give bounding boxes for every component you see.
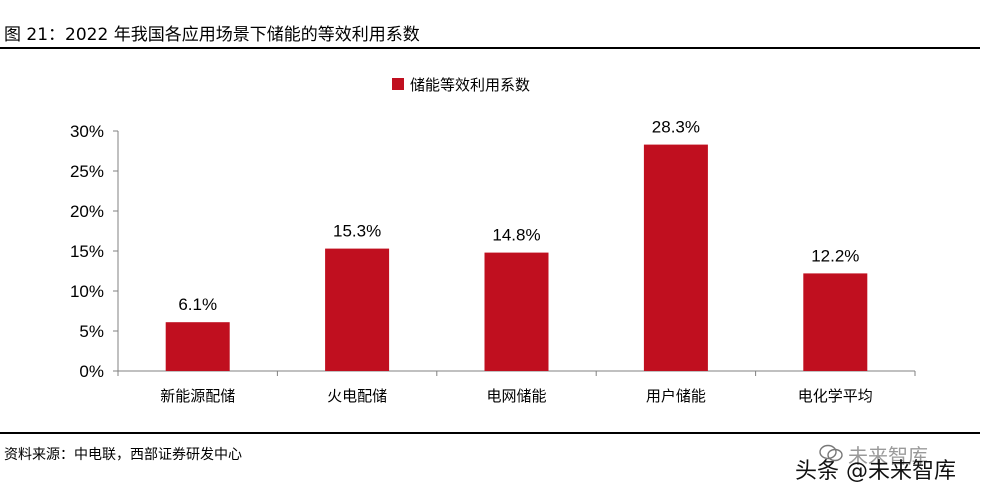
bars [165,144,868,371]
wechat-logo-icon [819,444,843,462]
data-label: 12.2% [811,246,859,265]
x-axis [117,370,916,376]
source-note: 资料来源：中电联，西部证券研发中心 [4,447,242,463]
category-label: 电化学平均 [798,387,873,405]
y-tick-label: 0% [79,362,104,381]
data-label: 6.1% [178,295,217,314]
bar [803,273,868,371]
category-label: 火电配储 [327,387,387,405]
bottom-rule [0,432,980,434]
data-labels: 6.1% 15.3% 14.8% 28.3% 12.2% [178,118,859,315]
y-tick-label: 15% [70,242,104,261]
legend-swatch [392,78,404,90]
y-tick-label: 30% [70,122,104,141]
data-label: 14.8% [492,226,540,245]
bar-chart: 储能等效利用系数 0% 5% 10% 15% 20% 25% 30% 6.1% 15.3% 14… [70,76,916,405]
data-label: 15.3% [333,222,381,241]
bar [484,252,549,371]
category-label: 电网储能 [486,387,546,405]
bar [325,248,390,371]
category-label: 新能源配储 [160,387,235,405]
figure-title: 图 21：2022 年我国各应用场景下储能的等效利用系数 [4,25,420,45]
y-tick-label: 10% [70,282,104,301]
y-tick-label: 5% [79,322,104,341]
legend: 储能等效利用系数 [392,76,530,94]
y-tick-label: 20% [70,202,104,221]
legend-label: 储能等效利用系数 [410,76,530,94]
data-label: 28.3% [652,118,700,137]
bar [165,322,230,371]
watermark-text: 头条 @未来智库 [795,459,956,484]
category-label: 用户储能 [646,387,706,405]
category-labels: 新能源配储 火电配储 电网储能 用户储能 电化学平均 [160,387,873,405]
bar [643,144,708,371]
y-axis: 0% 5% 10% 15% 20% 25% 30% [70,122,119,381]
y-tick-label: 25% [70,162,104,181]
watermark-faint-text: 未来智库 [848,444,928,468]
top-rule [0,47,980,49]
